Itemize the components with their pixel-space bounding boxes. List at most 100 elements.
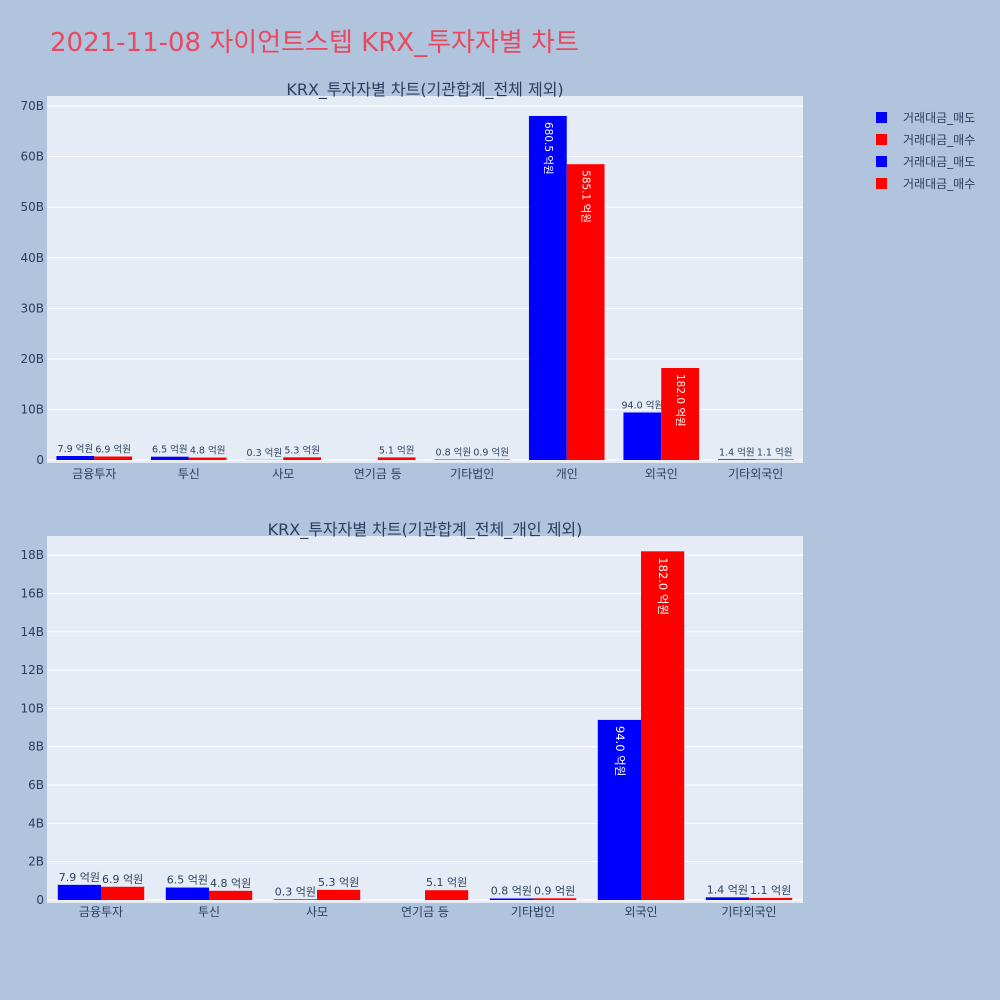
bar: [101, 886, 145, 900]
bar-data-label: 0.3 억원: [247, 447, 283, 459]
x-tick-label: 외국인: [624, 905, 657, 919]
bar: [94, 456, 133, 460]
bar-data-label: 1.4 억원: [707, 883, 748, 896]
bar-data-label: 5.3 억원: [318, 876, 359, 889]
legend-swatch: [876, 177, 887, 189]
y-tick-label: 4B: [28, 816, 44, 830]
y-tick-label: 30B: [20, 301, 44, 315]
bar-data-label: 182.0 억원: [656, 557, 670, 615]
bar: [597, 719, 641, 900]
page-title: 2021-11-08 자이언트스텝 KRX_투자자별 차트: [50, 28, 579, 58]
bar-data-label: 585.1 억원: [580, 170, 592, 223]
y-tick-label: 12B: [20, 663, 44, 677]
x-tick-label: 사모: [272, 467, 294, 481]
x-tick-label: 연기금 등: [401, 905, 449, 919]
bar: [755, 459, 794, 460]
legend-label: 거래대금_매도: [903, 154, 976, 169]
x-tick-label: 기타외국인: [721, 905, 776, 919]
x-tick-label: 금융투자: [79, 905, 123, 919]
bar: [425, 890, 469, 900]
bar: [623, 412, 662, 460]
bar-data-label: 680.5 억원: [542, 122, 554, 175]
bar-data-label: 0.3 억원: [275, 885, 316, 898]
legend-item[interactable]: 거래대금_매도: [876, 150, 975, 172]
bar: [641, 551, 685, 900]
bar-data-label: 7.9 억원: [59, 871, 100, 884]
bar: [566, 164, 605, 460]
legend-swatch: [876, 111, 887, 123]
bar: [317, 889, 361, 900]
bar-data-label: 5.1 억원: [379, 444, 415, 456]
bar: [717, 459, 756, 460]
x-tick-label: 개인: [556, 467, 578, 481]
y-tick-label: 6B: [28, 778, 44, 792]
bar-data-label: 5.3 억원: [284, 444, 320, 456]
bar-data-label: 94.0 억원: [613, 726, 627, 776]
bar: [528, 115, 567, 460]
legend[interactable]: 거래대금_매도 거래대금_매수 거래대금_매도 거래대금_매수: [876, 106, 975, 194]
bar: [661, 367, 700, 460]
bar-data-label: 182.0 억원: [674, 374, 686, 427]
y-tick-label: 18B: [20, 548, 44, 562]
legend-swatch: [876, 133, 887, 145]
x-tick-label: 사모: [306, 905, 328, 919]
bar: [377, 457, 416, 460]
legend-item[interactable]: 거래대금_매수: [876, 128, 975, 150]
bar-data-label: 0.9 억원: [473, 447, 509, 459]
bar: [188, 457, 227, 460]
y-tick-label: 10B: [20, 701, 44, 715]
bar: [150, 456, 189, 460]
y-tick-label: 16B: [20, 586, 44, 600]
y-tick-label: 8B: [28, 740, 44, 754]
bar-data-label: 7.9 억원: [58, 443, 94, 455]
bar: [273, 899, 317, 900]
legend-swatch: [876, 155, 887, 167]
bar-data-label: 0.8 억원: [436, 447, 472, 459]
x-tick-label: 외국인: [645, 467, 678, 481]
x-tick-label: 금융투자: [72, 467, 116, 481]
y-tick-label: 20B: [20, 352, 44, 366]
bar-data-label: 1.1 억원: [750, 884, 791, 897]
legend-label: 거래대금_매수: [903, 132, 976, 147]
bar-data-label: 6.5 억원: [167, 874, 208, 887]
y-tick-label: 2B: [28, 855, 44, 869]
x-tick-label: 기타법인: [511, 905, 555, 919]
legend-item[interactable]: 거래대금_매수: [876, 172, 975, 194]
x-tick-label: 연기금 등: [354, 467, 402, 481]
legend-label: 거래대금_매도: [903, 110, 976, 125]
y-tick-label: 14B: [20, 625, 44, 639]
x-tick-label: 기타외국인: [728, 467, 783, 481]
x-tick-label: 투신: [198, 905, 220, 919]
y-tick-label: 0: [36, 453, 44, 467]
bar-data-label: 6.5 억원: [152, 444, 188, 456]
legend-item[interactable]: 거래대금_매도: [876, 106, 975, 128]
y-tick-label: 50B: [20, 200, 44, 214]
chart-title: KRX_투자자별 차트(기관합계_전체 제외): [286, 80, 563, 100]
x-tick-label: 기타법인: [450, 467, 494, 481]
y-tick-label: 10B: [20, 402, 44, 416]
bar-data-label: 6.9 억원: [102, 873, 143, 886]
y-tick-label: 0: [36, 893, 44, 907]
y-tick-label: 40B: [20, 251, 44, 265]
bar-data-label: 5.1 억원: [426, 876, 467, 889]
bar-data-label: 4.8 억원: [210, 877, 251, 890]
bar: [283, 457, 322, 460]
bar: [489, 898, 533, 900]
bar: [56, 456, 95, 460]
y-tick-label: 70B: [20, 99, 44, 113]
bar-data-label: 94.0 억원: [622, 399, 664, 411]
plot-area: [47, 536, 803, 903]
bar: [57, 884, 101, 900]
chart-title: KRX_투자자별 차트(기관합계_전체_개인 제외): [268, 520, 583, 540]
bar: [705, 897, 749, 900]
legend-label: 거래대금_매수: [903, 176, 976, 191]
bar-data-label: 0.8 억원: [491, 884, 532, 897]
bar-data-label: 1.1 억원: [757, 446, 793, 458]
x-tick-label: 투신: [178, 467, 200, 481]
bar-data-label: 0.9 억원: [534, 884, 575, 897]
bar: [533, 898, 577, 900]
bar: [209, 890, 253, 900]
bar-data-label: 1.4 억원: [719, 446, 755, 458]
bar: [749, 897, 793, 900]
